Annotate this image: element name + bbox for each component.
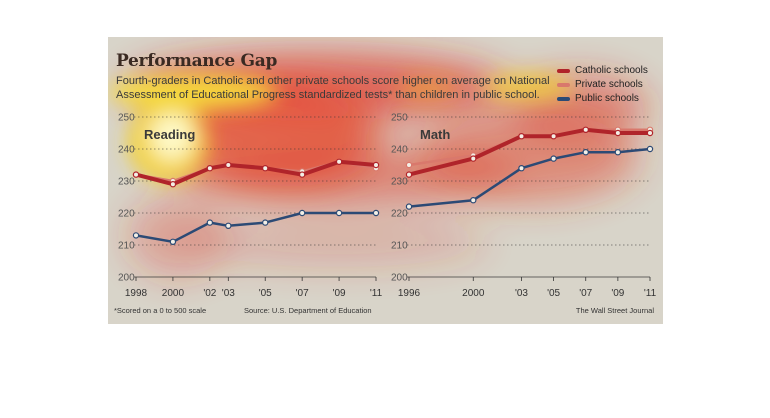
legend-label-catholic: Catholic schools — [575, 65, 648, 76]
y-tick-label-reading-230: 230 — [118, 177, 135, 188]
x-tick-label-math-4: '07 — [579, 288, 592, 299]
legend-item-catholic: Catholic schools — [557, 64, 648, 78]
data-point-reading-public-3 — [225, 222, 232, 229]
panel-title-math: Math — [420, 127, 450, 142]
data-point-reading-public-5 — [298, 209, 306, 217]
data-point-reading-catholic-7 — [372, 161, 380, 169]
x-tick-label-reading-2: '02 — [203, 288, 216, 299]
x-tick-label-reading-4: '05 — [259, 288, 272, 299]
data-point-reading-public-6 — [335, 209, 343, 217]
x-tick-label-reading-5: '07 — [296, 288, 309, 299]
x-tick-label-reading-0: 1998 — [125, 288, 148, 299]
legend-swatch-private — [557, 83, 570, 87]
data-point-math-catholic-6 — [646, 129, 654, 137]
legend-swatch-public — [557, 97, 570, 101]
data-point-reading-catholic-3 — [225, 161, 232, 169]
y-tick-label-reading-250: 250 — [118, 113, 135, 124]
source-note: Source: U.S. Department of Education — [244, 306, 372, 315]
series-line-reading-public — [134, 211, 378, 244]
data-point-reading-public-2 — [206, 219, 214, 226]
chart-subtitle: Fourth-graders in Catholic and other pri… — [116, 75, 550, 101]
footnote: *Scored on a 0 to 500 scale — [114, 306, 207, 315]
data-point-math-public-2 — [518, 164, 525, 172]
x-tick-label-math-2: '03 — [515, 288, 528, 299]
data-point-math-public-1 — [470, 196, 477, 204]
data-point-reading-catholic-2 — [206, 164, 214, 172]
y-tick-label-reading-240: 240 — [118, 145, 135, 156]
x-tick-label-math-3: '05 — [547, 288, 560, 299]
y-tick-label-reading-200: 200 — [118, 273, 135, 284]
chart-figure: Performance Gap Fourth-graders in Cathol… — [108, 37, 663, 324]
data-point-math-catholic-1 — [470, 155, 477, 162]
legend-swatch-catholic — [557, 69, 570, 73]
data-point-math-catholic-4 — [582, 126, 589, 134]
series-line-reading-catholic — [134, 159, 378, 187]
y-tick-label-math-240: 240 — [391, 145, 408, 156]
y-tick-label-reading-220: 220 — [118, 209, 135, 220]
data-point-math-public-3 — [550, 155, 557, 162]
data-point-reading-catholic-4 — [262, 164, 269, 172]
panel-title-reading: Reading — [144, 127, 195, 142]
series-line-math-public — [407, 147, 652, 208]
credit-note: The Wall Street Journal — [575, 306, 654, 315]
line-charts: 200 210 220 230 240 250 Reading 1998 2000 '02 '03 '… — [118, 113, 657, 300]
data-point-math-public-4 — [582, 148, 589, 156]
legend: Catholic schools Private schools Public … — [557, 64, 648, 106]
data-point-math-catholic-2 — [518, 132, 525, 140]
x-tick-label-reading-3: '03 — [222, 288, 235, 299]
x-tick-label-math-0: 1996 — [398, 288, 421, 299]
legend-item-private: Private schools — [557, 78, 648, 92]
data-point-reading-catholic-1 — [169, 180, 177, 188]
data-point-reading-public-0 — [132, 232, 140, 239]
x-tick-label-math-1: 2000 — [462, 288, 485, 299]
data-point-reading-catholic-6 — [335, 158, 343, 166]
x-tick-label-reading-1: 2000 — [162, 288, 185, 299]
chart-title: Performance Gap — [116, 51, 278, 71]
data-point-math-public-6 — [646, 145, 654, 153]
data-point-reading-public-1 — [169, 238, 177, 245]
panel-reading: 200 210 220 230 240 250 Reading 1998 2000 '02 '03 '… — [118, 113, 383, 300]
data-point-math-public-5 — [614, 148, 622, 156]
data-point-reading-public-7 — [372, 209, 380, 217]
data-point-math-catholic-0 — [405, 171, 413, 178]
x-tick-label-reading-6: '09 — [333, 288, 346, 299]
data-point-math-public-0 — [405, 203, 413, 210]
data-point-reading-catholic-5 — [298, 171, 306, 178]
data-point-reading-catholic-0 — [132, 171, 140, 178]
y-tick-label-reading-210: 210 — [118, 241, 135, 252]
y-tick-label-math-220: 220 — [391, 209, 408, 220]
data-point-reading-public-4 — [262, 219, 269, 226]
y-tick-label-math-210: 210 — [391, 241, 408, 252]
x-tick-label-math-6: '11 — [644, 288, 657, 299]
legend-label-public: Public schools — [575, 93, 639, 104]
x-tick-label-math-5: '09 — [611, 288, 624, 299]
panel-math: 200 210 220 230 240 250 Math 1996 2000 '03 '05 '07 '… — [391, 113, 657, 300]
y-tick-label-math-200: 200 — [391, 273, 408, 284]
legend-item-public: Public schools — [557, 92, 648, 106]
data-point-math-catholic-5 — [614, 129, 622, 137]
data-point-math-private-0 — [405, 161, 413, 169]
y-tick-label-math-250: 250 — [391, 113, 408, 124]
legend-label-private: Private schools — [575, 79, 643, 90]
data-point-math-catholic-3 — [550, 132, 557, 140]
y-tick-label-math-230: 230 — [391, 177, 408, 188]
x-tick-label-reading-7: '11 — [370, 288, 383, 299]
